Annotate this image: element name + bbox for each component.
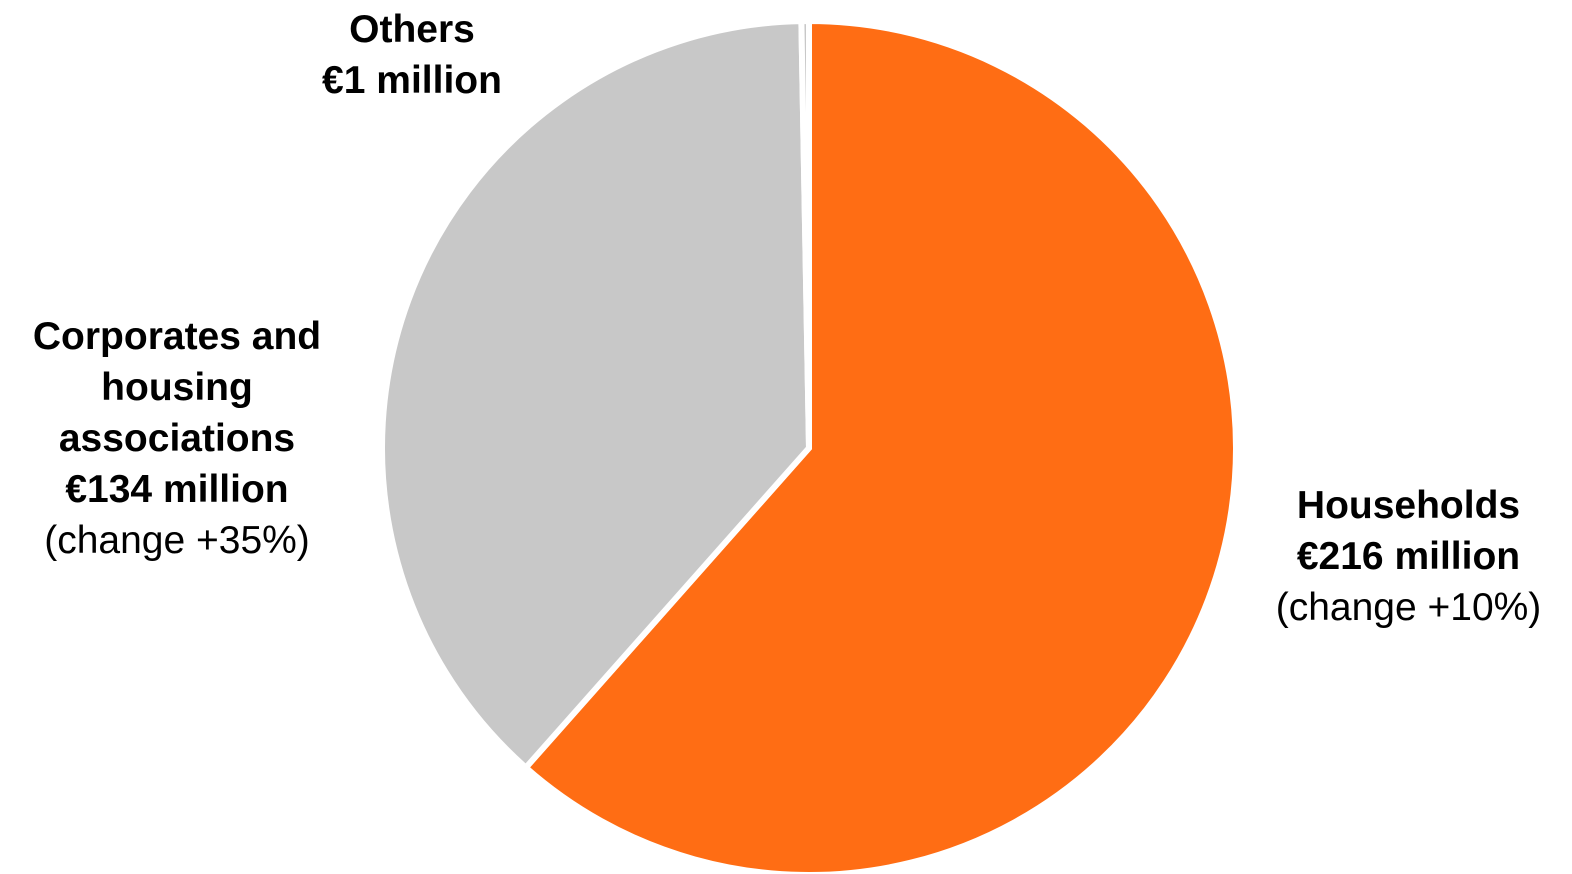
- households-value: €216 million: [1296, 535, 1521, 578]
- others-name: Others: [349, 8, 475, 51]
- corporates-label: Corporates and housing associations €134…: [2, 311, 352, 566]
- others-label: Others €1 million: [262, 4, 562, 106]
- households-change: (change +10%): [1275, 586, 1542, 629]
- corporates-name-line-3: associations: [58, 417, 296, 460]
- corporates-name-line-1: Corporates and: [32, 315, 322, 358]
- others-slice: [798, 17, 812, 449]
- corporates-slice: [379, 18, 813, 772]
- corporates-name-line-2: housing: [101, 366, 253, 409]
- corporates-value: €134 million: [65, 468, 289, 511]
- others-value: €1 million: [322, 59, 502, 102]
- households-label: Households €216 million (change +10%): [1245, 480, 1572, 633]
- households-slice: [521, 17, 1239, 874]
- households-name: Households: [1296, 484, 1521, 527]
- corporates-change: (change +35%): [44, 519, 310, 562]
